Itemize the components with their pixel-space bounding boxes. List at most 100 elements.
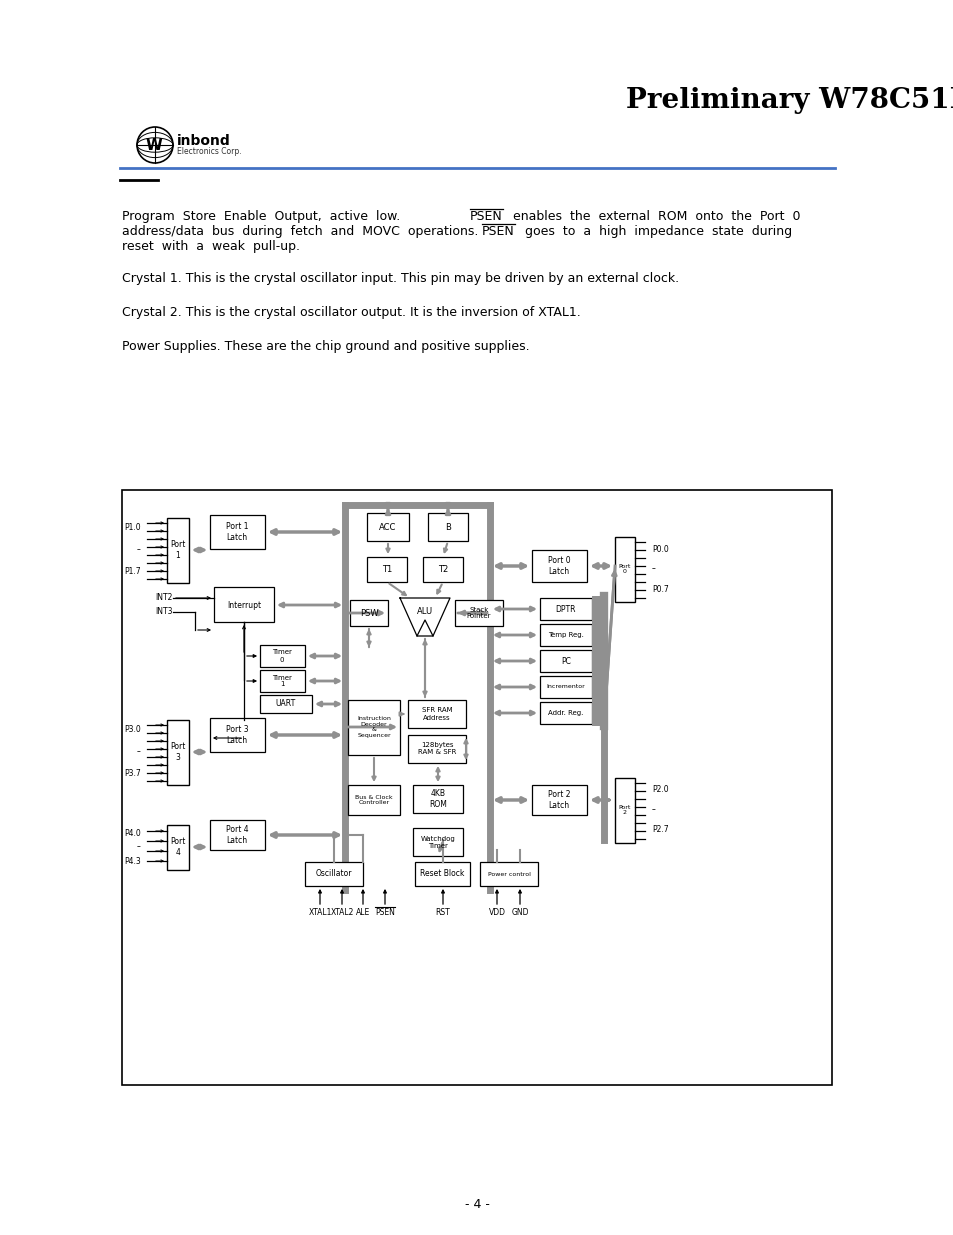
Text: Crystal 2. This is the crystal oscillator output. It is the inversion of XTAL1.: Crystal 2. This is the crystal oscillato… (122, 306, 580, 319)
Text: –: – (137, 546, 141, 555)
Text: P2.0: P2.0 (651, 785, 668, 794)
Bar (122, 490, 831, 1086)
Text: Interrupt: Interrupt (227, 600, 261, 610)
Bar (539, 676, 592, 698)
Bar (455, 600, 502, 626)
Text: UART: UART (275, 699, 295, 709)
Text: Port
1: Port 1 (171, 540, 186, 559)
Bar (213, 587, 274, 622)
Bar (413, 785, 462, 813)
Bar (539, 701, 592, 724)
Bar (305, 862, 363, 885)
Text: Instruction
Decoder
&
Sequencer: Instruction Decoder & Sequencer (356, 716, 391, 739)
Text: ALU: ALU (416, 608, 433, 616)
Bar (210, 718, 265, 752)
Text: Port
2: Port 2 (618, 804, 631, 815)
Bar (415, 862, 470, 885)
Bar (539, 624, 592, 646)
Text: W: W (146, 138, 162, 153)
Bar (532, 550, 586, 582)
Text: B: B (445, 522, 451, 531)
Text: PC: PC (560, 657, 570, 666)
Bar (422, 557, 462, 582)
Text: PSW: PSW (359, 609, 378, 618)
Bar (348, 700, 399, 755)
Text: GND: GND (511, 908, 528, 918)
Bar (260, 645, 305, 667)
Text: P2.7: P2.7 (651, 825, 668, 835)
Text: inbond: inbond (177, 135, 231, 148)
Text: P1.0: P1.0 (124, 524, 141, 532)
Text: reset  with  a  weak  pull-up.: reset with a weak pull-up. (122, 240, 299, 253)
Bar (532, 785, 586, 815)
Bar (428, 513, 468, 541)
Text: Port
0: Port 0 (618, 563, 631, 574)
Text: goes  to  a  high  impedance  state  during: goes to a high impedance state during (517, 225, 791, 238)
Bar (615, 778, 635, 844)
Text: Watchdog
Timer: Watchdog Timer (420, 836, 455, 848)
Text: enables  the  external  ROM  onto  the  Port  0: enables the external ROM onto the Port 0 (504, 210, 800, 224)
Bar (592, 597, 599, 726)
Bar (408, 735, 465, 763)
Bar (350, 600, 388, 626)
Text: Bus & Clock
Controller: Bus & Clock Controller (355, 794, 393, 805)
Bar (539, 650, 592, 672)
Text: INT2: INT2 (155, 594, 172, 603)
Bar (167, 825, 189, 869)
Text: P3.0: P3.0 (124, 725, 141, 735)
Bar (367, 513, 409, 541)
Text: SFR RAM
Address: SFR RAM Address (421, 708, 452, 720)
Text: Incrementor: Incrementor (546, 684, 585, 689)
Text: Port 4
Latch: Port 4 Latch (226, 825, 248, 845)
Text: PSEN: PSEN (375, 908, 395, 918)
Text: Crystal 1. This is the crystal oscillator input. This pin may be driven by an ex: Crystal 1. This is the crystal oscillato… (122, 272, 679, 285)
Text: Power control: Power control (487, 872, 530, 877)
Text: VDD: VDD (488, 908, 505, 918)
Text: Temp Reg.: Temp Reg. (547, 632, 583, 638)
Text: –: – (651, 805, 655, 815)
Bar (348, 785, 399, 815)
Bar (413, 827, 462, 856)
Text: Electronics Corp.: Electronics Corp. (177, 147, 241, 157)
Text: Port 1
Latch: Port 1 Latch (226, 522, 248, 542)
Bar (210, 515, 265, 550)
Text: DPTR: DPTR (556, 604, 576, 614)
Bar (539, 598, 592, 620)
Text: ACC: ACC (379, 522, 396, 531)
Text: T1: T1 (381, 566, 392, 574)
Text: P0.7: P0.7 (651, 584, 668, 594)
Text: address/data  bus  during  fetch  and  MOVC  operations.: address/data bus during fetch and MOVC o… (122, 225, 486, 238)
Bar (408, 700, 465, 727)
Text: P1.7: P1.7 (124, 568, 141, 577)
Text: 128bytes
RAM & SFR: 128bytes RAM & SFR (417, 742, 456, 756)
Bar (167, 720, 189, 785)
Text: Port
3: Port 3 (171, 742, 186, 762)
Text: Preliminary W78C51D: Preliminary W78C51D (625, 86, 953, 114)
Text: Addr. Reg.: Addr. Reg. (548, 710, 583, 716)
Text: P3.7: P3.7 (124, 769, 141, 778)
Text: Timer
1: Timer 1 (272, 674, 292, 688)
Text: Port 2
Latch: Port 2 Latch (547, 790, 570, 810)
Text: –: – (137, 747, 141, 757)
Text: 4KB
ROM: 4KB ROM (429, 789, 446, 809)
Bar (479, 862, 537, 885)
Text: PSEN: PSEN (470, 210, 502, 224)
Text: Port 0
Latch: Port 0 Latch (547, 556, 570, 576)
Text: RST: RST (436, 908, 450, 918)
Text: Port
4: Port 4 (171, 837, 186, 857)
Bar (260, 695, 312, 713)
Text: –: – (137, 842, 141, 851)
Text: XTAL1: XTAL1 (308, 908, 332, 918)
Text: PSEN: PSEN (481, 225, 515, 238)
Text: Stack
Pointer: Stack Pointer (466, 606, 491, 620)
Text: P4.0: P4.0 (124, 829, 141, 837)
Text: Oscillator: Oscillator (315, 869, 352, 878)
Text: –: – (651, 564, 655, 573)
Text: P0.0: P0.0 (651, 545, 668, 553)
Text: Reset Block: Reset Block (419, 869, 464, 878)
Text: P4.3: P4.3 (124, 857, 141, 867)
Text: INT3: INT3 (155, 608, 172, 616)
Bar (367, 557, 407, 582)
Text: T2: T2 (437, 566, 448, 574)
Text: Program  Store  Enable  Output,  active  low.: Program Store Enable Output, active low. (122, 210, 408, 224)
